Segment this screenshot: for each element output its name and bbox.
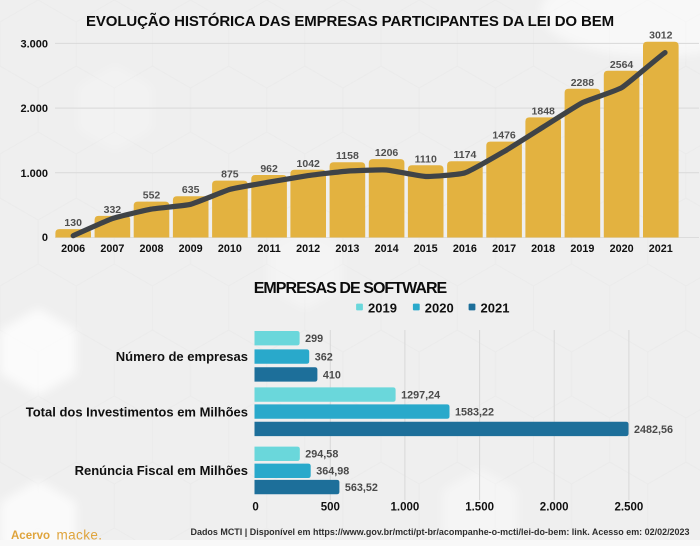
svg-text:3.000: 3.000 [20, 38, 48, 50]
svg-text:362: 362 [315, 351, 333, 363]
svg-text:2012: 2012 [296, 243, 320, 255]
svg-text:macke.: macke. [57, 528, 103, 543]
svg-text:2018: 2018 [531, 243, 555, 255]
svg-text:0: 0 [252, 502, 258, 514]
svg-text:2010: 2010 [218, 243, 242, 255]
svg-text:1848: 1848 [532, 105, 556, 117]
svg-text:294,58: 294,58 [305, 449, 338, 461]
svg-text:299: 299 [305, 333, 323, 345]
svg-text:2007: 2007 [100, 243, 124, 255]
svg-text:552: 552 [143, 190, 161, 202]
svg-text:2020: 2020 [425, 300, 454, 315]
svg-text:2014: 2014 [375, 243, 399, 255]
svg-text:Dados MCTI | Disponível em htt: Dados MCTI | Disponível em https://www.g… [191, 527, 690, 537]
svg-text:Número de empresas: Número de empresas [116, 349, 248, 364]
svg-text:EVOLUÇÃO HISTÓRICA DAS EMPRESA: EVOLUÇÃO HISTÓRICA DAS EMPRESAS PARTICIP… [86, 12, 614, 30]
svg-text:2482,56: 2482,56 [634, 424, 673, 436]
svg-text:2019: 2019 [368, 300, 397, 315]
svg-text:2006: 2006 [61, 243, 85, 255]
svg-text:0: 0 [42, 232, 48, 244]
svg-text:1158: 1158 [336, 150, 359, 162]
svg-text:Total dos Investimentos em Mil: Total dos Investimentos em Milhões [26, 404, 248, 419]
svg-text:Acervo: Acervo [11, 530, 50, 542]
svg-text:563,52: 563,52 [345, 482, 378, 494]
svg-text:2008: 2008 [139, 243, 163, 255]
svg-text:2015: 2015 [414, 243, 438, 255]
svg-text:1110: 1110 [415, 153, 437, 165]
svg-text:1476: 1476 [492, 130, 516, 142]
svg-text:2021: 2021 [481, 300, 510, 315]
svg-text:962: 962 [260, 163, 278, 175]
svg-text:Renúncia Fiscal em Milhões: Renúncia Fiscal em Milhões [75, 463, 248, 478]
svg-text:EMPRESAS DE SOFTWARE: EMPRESAS DE SOFTWARE [254, 280, 448, 297]
svg-text:2017: 2017 [492, 243, 516, 255]
svg-text:410: 410 [323, 369, 341, 381]
svg-text:1583,22: 1583,22 [455, 406, 494, 418]
svg-text:2016: 2016 [453, 243, 477, 255]
svg-text:1206: 1206 [375, 147, 399, 159]
svg-text:875: 875 [221, 169, 239, 181]
svg-text:2020: 2020 [610, 243, 634, 255]
svg-text:500: 500 [321, 502, 340, 514]
svg-text:2013: 2013 [335, 243, 359, 255]
svg-text:1297,24: 1297,24 [401, 389, 440, 401]
svg-text:2.000: 2.000 [540, 502, 569, 514]
svg-text:2019: 2019 [570, 243, 594, 255]
svg-text:1042: 1042 [297, 158, 321, 170]
svg-text:2021: 2021 [649, 243, 673, 255]
svg-text:3012: 3012 [649, 30, 673, 42]
svg-text:1.000: 1.000 [391, 502, 420, 514]
svg-text:635: 635 [182, 184, 200, 196]
svg-text:2564: 2564 [610, 59, 634, 71]
svg-text:2288: 2288 [571, 77, 595, 89]
svg-text:2011: 2011 [257, 243, 280, 255]
svg-text:1.000: 1.000 [20, 168, 48, 180]
svg-text:1174: 1174 [454, 149, 477, 161]
svg-text:364,98: 364,98 [316, 466, 349, 478]
svg-text:1.500: 1.500 [465, 502, 494, 514]
svg-text:2.000: 2.000 [20, 103, 48, 115]
svg-text:2.500: 2.500 [615, 502, 644, 514]
svg-text:332: 332 [104, 204, 122, 216]
svg-text:2009: 2009 [179, 243, 203, 255]
svg-text:130: 130 [64, 217, 82, 229]
